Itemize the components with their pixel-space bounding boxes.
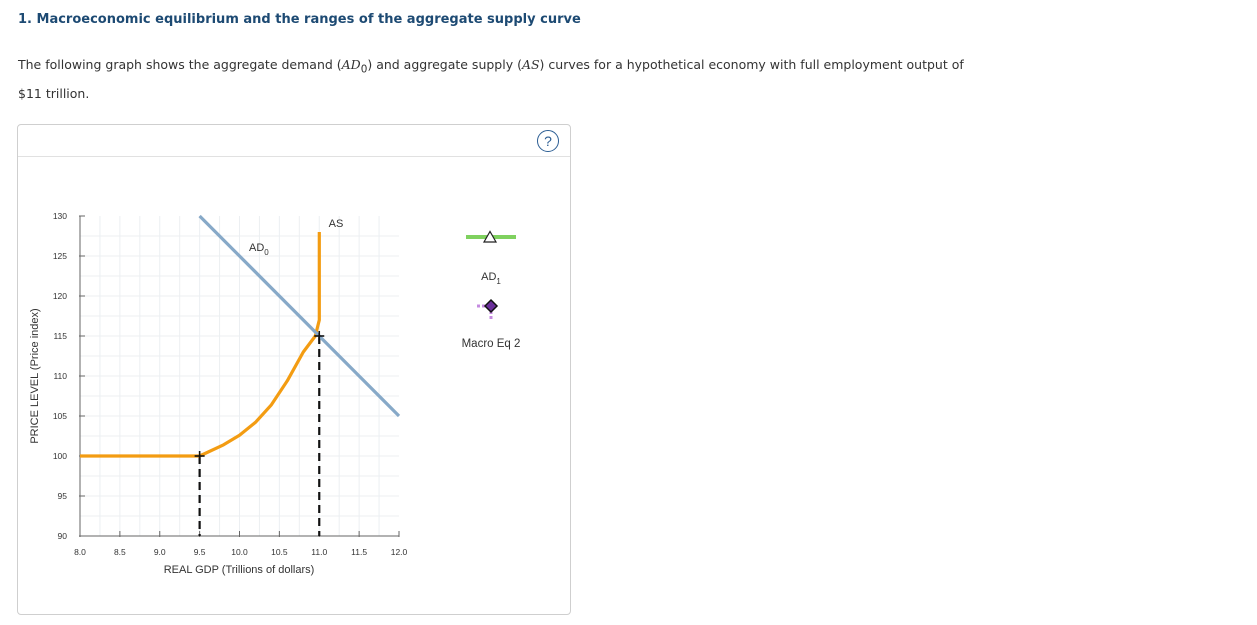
ad-as-graph[interactable]: 8.0 8.5 9.0 9.5 10.0 10.5 11.0 11.5 12.0 90 95 100 1… [18,125,570,614]
ad0-curve[interactable] [198,214,401,418]
y-tick-label: 95 [58,491,68,501]
y-tick-label: 110 [53,371,67,381]
question-text-part2: ) and aggregate supply ( [367,57,522,72]
question-text: The following graph shows the aggregate … [18,53,978,106]
x-tick-label: 8.5 [114,547,126,557]
question-text-part3: ) curves for a hypothetical economy with… [18,57,964,101]
macro-eq-tool[interactable] [477,298,499,319]
axes: 8.0 8.5 9.0 9.5 10.0 10.5 11.0 11.5 12.0 90 95 100 1… [29,211,408,576]
x-tick-label: 12.0 [391,547,408,557]
question-text-part1: The following graph shows the aggregate … [18,57,342,72]
ad1-tool-label-sub: 1 [496,277,501,286]
y-tick-label: 120 [53,291,67,301]
x-tick-label: 9.5 [194,547,206,557]
diamond-icon[interactable] [483,298,499,314]
x-tick-label: 8.0 [74,547,86,557]
help-button[interactable]: ? [537,130,559,152]
ad0-label-sub: 0 [264,248,269,257]
x-tick-label: 11.0 [311,547,327,557]
x-axis-title: REAL GDP (Trillions of dollars) [164,564,315,576]
ad1-tool[interactable] [466,230,516,243]
ad-symbol: AD [341,57,361,72]
graph-panel-header: ? [18,125,570,157]
triangle-icon[interactable] [482,230,498,243]
y-tick-label: 115 [53,331,67,341]
curves [80,214,401,536]
tool-palette: AD1 Macro Eq 2 [462,230,521,350]
x-tick-label: 9.0 [154,547,166,557]
y-tick-label: 130 [53,211,67,221]
x-tick-label: 11.5 [351,547,367,557]
x-tick-label: 10.0 [231,547,248,557]
ad0-label-text: AD [249,242,264,254]
x-tick-label: 10.5 [271,547,288,557]
grid [80,216,399,536]
as-symbol: AS [521,57,540,72]
ad1-tool-label: AD1 [481,271,501,286]
ad0-label: AD0 [249,242,269,257]
y-tick-label: 125 [53,251,67,261]
y-axis-title: PRICE LEVEL (Price index) [29,308,41,443]
ad-subscript: 0 [360,63,368,76]
y-tick-label: 100 [53,451,67,461]
as-label: AS [329,218,344,230]
macro-eq-tool-label: Macro Eq 2 [462,338,521,350]
y-tick-label: 90 [58,531,68,541]
graph-panel: ? 8.0 8.5 9.0 9.5 10.0 10.5 11.0 11.5 12.0 90 95 10… [17,124,571,615]
question-title: 1. Macroeconomic equilibrium and the ran… [18,12,581,27]
curve-labels: AD0 AS [249,218,343,257]
ad1-tool-label-text: AD [481,271,496,283]
y-tick-label: 105 [53,411,67,421]
